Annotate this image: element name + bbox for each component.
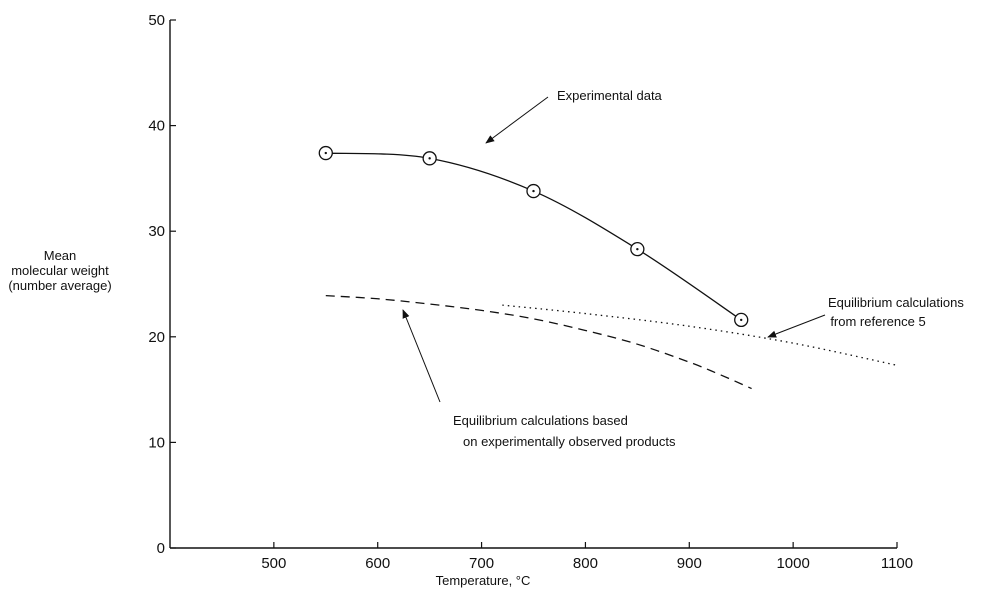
series-line-dotted (502, 304, 898, 366)
x-tick-label: 900 (677, 555, 702, 572)
data-point-center (740, 318, 743, 322)
y-axis-title: Mean molecular weight (number average) (8, 248, 111, 293)
x-tick-label: 1000 (776, 555, 809, 572)
x-tick-label: 700 (469, 555, 494, 572)
x-ticks: 500 600 700 800 900 1000 1100 (261, 542, 913, 572)
y-axis-title-line-1: Mean (44, 248, 77, 263)
y-axis-title-line-3: (number average) (8, 278, 111, 293)
data-point-center (324, 151, 327, 155)
annotation-experimental-text: Experimental data (557, 88, 663, 103)
x-tick-label: 1100 (881, 555, 913, 572)
annotation-reference-line-1: Equilibrium calculations (828, 295, 964, 310)
annotation-based-arrow (402, 309, 441, 403)
axes (169, 20, 897, 549)
x-tick-label: 500 (261, 555, 286, 572)
data-point-center (532, 189, 535, 193)
series-line-solid (325, 152, 742, 321)
x-axis-title: Temperature, °C (436, 573, 531, 588)
y-tick-label: 0 (157, 540, 165, 557)
annotation-reference-line-2: from reference 5 (830, 314, 925, 329)
annotation-experimental: Experimental data (485, 88, 663, 144)
data-point-center (636, 247, 639, 251)
y-tick-label: 50 (148, 12, 165, 29)
annotation-reference: Equilibrium calculations from reference … (767, 295, 964, 338)
x-tick-label: 800 (573, 555, 598, 572)
series-line-dashed (325, 294, 752, 390)
y-tick-label: 10 (148, 434, 165, 451)
annotation-reference-arrow (767, 314, 826, 338)
y-tick-label: 30 (148, 223, 165, 240)
x-tick-label: 600 (365, 555, 390, 572)
y-ticks: 0 10 20 30 40 50 (148, 12, 176, 557)
data-point-center (428, 157, 431, 160)
y-axis-title-line-2: molecular weight (11, 263, 109, 278)
series-layer (318, 145, 898, 390)
annotation-experimental-arrow (485, 96, 549, 144)
annotation-based-line-2: on experimentally observed products (463, 434, 676, 449)
y-tick-label: 20 (148, 329, 165, 346)
annotation-based-line-1: Equilibrium calculations based (453, 413, 628, 428)
y-tick-label: 40 (148, 118, 165, 135)
annotation-based: Equilibrium calculations based on experi… (402, 309, 676, 449)
